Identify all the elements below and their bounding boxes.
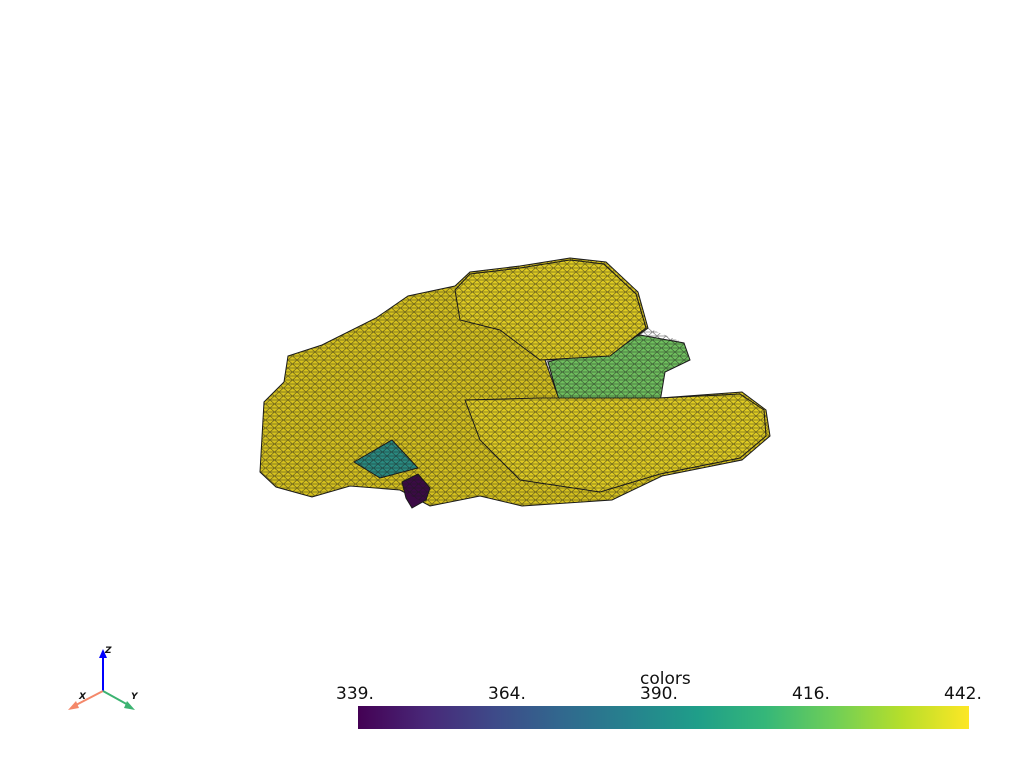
z-arrowhead-icon — [99, 649, 107, 658]
orientation-axes — [68, 649, 135, 710]
scalar-bar-tick: 442. — [944, 684, 982, 704]
y-arrowhead-icon — [124, 701, 135, 710]
x-axis-label: X — [79, 692, 86, 702]
x-arrowhead-icon — [68, 701, 79, 710]
y-axis-label: Y — [131, 692, 138, 702]
scalar-bar-tick: 364. — [488, 684, 526, 704]
z-axis-label: Z — [105, 646, 112, 656]
scalar-bar-title: colors — [640, 669, 691, 689]
scalar-bar-tick: 416. — [792, 684, 830, 704]
scalar-bar-tick: 339. — [336, 684, 374, 704]
mesh — [259, 257, 771, 509]
scalar-bar-gradient — [358, 706, 969, 729]
scalar-bar-tick: 390. — [640, 684, 678, 704]
x-axis-arrow — [73, 690, 104, 707]
y-axis-arrow — [102, 690, 131, 707]
